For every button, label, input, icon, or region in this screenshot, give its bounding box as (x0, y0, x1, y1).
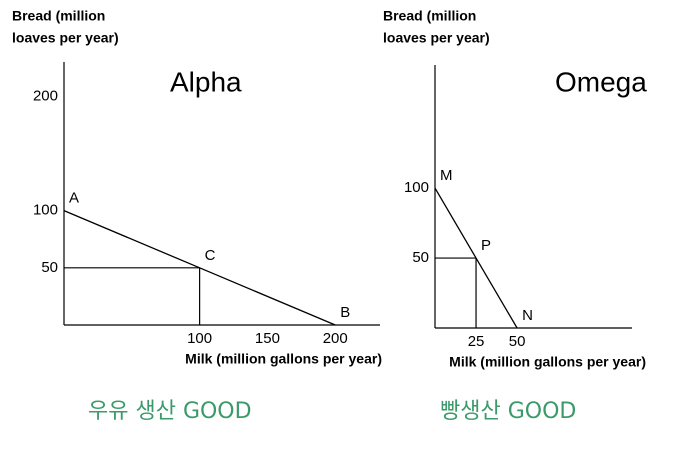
x-tick-label: 200 (323, 330, 348, 347)
y-tick-label: 100 (404, 179, 429, 196)
x-tick-label: 25 (468, 333, 485, 350)
y-tick-label: 50 (41, 259, 58, 276)
y-tick-label: 200 (33, 87, 58, 104)
annotation: 우유 생산 GOOD (88, 399, 252, 424)
point-label: M (440, 167, 453, 184)
point-label: P (481, 237, 491, 254)
x-axis-label: Milk (million gallons per year) (449, 354, 646, 370)
x-tick-label: 50 (509, 333, 526, 350)
chart-title: Omega (555, 66, 647, 97)
point-label: N (522, 307, 533, 324)
x-axis-label: Milk (million gallons per year) (185, 351, 382, 367)
annotation: 빵생산 GOOD (440, 399, 576, 424)
point-label: C (205, 247, 216, 264)
y-tick-label: 100 (33, 202, 58, 219)
x-tick-label: 100 (187, 330, 212, 347)
y-axis-label: loaves per year) (383, 30, 490, 46)
point-label: A (69, 190, 79, 207)
x-tick-label: 150 (255, 330, 280, 347)
chart-title: Alpha (170, 66, 242, 97)
y-axis-label: loaves per year) (12, 30, 119, 46)
y-axis-label: Bread (million (12, 8, 105, 24)
y-axis-label: Bread (million (383, 8, 476, 24)
y-tick-label: 50 (412, 249, 429, 266)
point-label: B (340, 304, 350, 321)
